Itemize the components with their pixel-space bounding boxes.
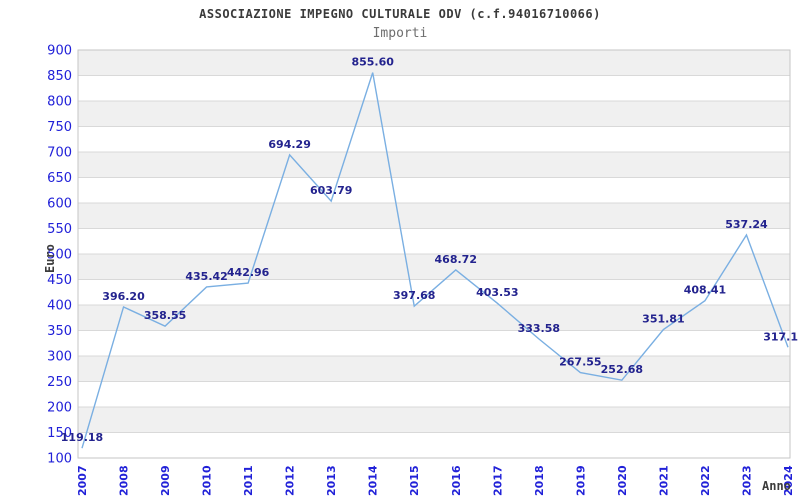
y-tick-label: 200 bbox=[47, 401, 72, 416]
plot-band bbox=[78, 126, 790, 152]
y-tick-label: 850 bbox=[47, 69, 72, 84]
plot-band bbox=[78, 305, 790, 331]
value-label: 403.53 bbox=[476, 286, 518, 299]
plot-band bbox=[78, 50, 790, 76]
plot-band bbox=[78, 75, 790, 101]
y-tick-label: 450 bbox=[47, 273, 72, 288]
value-label: 537.24 bbox=[725, 218, 768, 231]
chart-subtitle: Importi bbox=[372, 26, 428, 41]
trend-line bbox=[81, 72, 789, 449]
x-tick-label: 2010 bbox=[201, 465, 214, 496]
x-tick-label: 2015 bbox=[408, 465, 421, 496]
value-label: 603.79 bbox=[310, 184, 352, 197]
plot-border bbox=[77, 49, 791, 459]
x-tick-label: 2017 bbox=[491, 465, 504, 496]
value-label: 396.20 bbox=[102, 290, 145, 303]
y-tick-label: 550 bbox=[47, 222, 72, 237]
chart-title: ASSOCIAZIONE IMPEGNO CULTURALE ODV (c.f.… bbox=[199, 7, 601, 21]
value-label: 252.68 bbox=[601, 363, 643, 376]
y-tick-label: 400 bbox=[47, 299, 72, 314]
x-tick-label: 2023 bbox=[740, 465, 753, 496]
y-tick-label: 100 bbox=[47, 452, 72, 467]
y-tick-label: 700 bbox=[47, 146, 72, 161]
plot-band bbox=[78, 203, 790, 229]
plot-band bbox=[78, 407, 790, 433]
value-label: 351.81 bbox=[642, 313, 684, 326]
x-tick-label: 2019 bbox=[574, 465, 587, 496]
y-tick-label: 750 bbox=[47, 120, 72, 135]
value-label: 317.1 bbox=[763, 330, 798, 343]
y-tick-label: 900 bbox=[47, 44, 72, 59]
plot-band bbox=[78, 254, 790, 280]
x-tick-label: 2020 bbox=[616, 465, 629, 496]
x-tick-label: 2013 bbox=[325, 465, 338, 496]
y-tick-label: 250 bbox=[47, 375, 72, 390]
x-tick-label: 2024 bbox=[782, 465, 795, 496]
y-tick-label: 350 bbox=[47, 324, 72, 339]
plot-band bbox=[78, 356, 790, 382]
value-label: 435.42 bbox=[185, 270, 227, 283]
value-label: 119.18 bbox=[61, 431, 103, 444]
plot-band bbox=[78, 101, 790, 127]
value-label: 408.41 bbox=[684, 284, 726, 297]
y-tick-label: 650 bbox=[47, 171, 72, 186]
plot-band bbox=[78, 330, 790, 356]
plot-band bbox=[78, 152, 790, 178]
x-tick-label: 2022 bbox=[699, 465, 712, 496]
x-tick-label: 2016 bbox=[450, 465, 463, 496]
x-tick-label: 2012 bbox=[284, 465, 297, 496]
plot-band bbox=[78, 177, 790, 203]
x-tick-label: 2007 bbox=[76, 465, 89, 496]
x-axis-title: Anno bbox=[762, 479, 791, 493]
x-tick-label: 2011 bbox=[242, 465, 255, 496]
x-tick-label: 2021 bbox=[657, 465, 670, 496]
x-tick-label: 2009 bbox=[159, 465, 172, 496]
value-label: 397.68 bbox=[393, 289, 435, 302]
y-tick-label: 300 bbox=[47, 350, 72, 365]
x-tick-label: 2018 bbox=[533, 465, 546, 496]
y-tick-label: 150 bbox=[47, 426, 72, 441]
plot-band bbox=[78, 279, 790, 305]
value-label: 267.55 bbox=[559, 356, 601, 369]
y-tick-label: 500 bbox=[47, 248, 72, 263]
y-tick-label: 600 bbox=[47, 197, 72, 212]
plot-band bbox=[78, 228, 790, 254]
plot-band bbox=[78, 381, 790, 407]
x-tick-label: 2008 bbox=[118, 465, 131, 496]
value-label: 694.29 bbox=[268, 138, 310, 151]
y-tick-label: 800 bbox=[47, 95, 72, 110]
x-tick-label: 2014 bbox=[367, 465, 380, 496]
value-label: 333.58 bbox=[518, 322, 560, 335]
y-axis-title: Euro bbox=[43, 244, 57, 273]
value-label: 855.60 bbox=[351, 56, 394, 69]
value-label: 468.72 bbox=[435, 253, 477, 266]
value-label: 358.55 bbox=[144, 309, 186, 322]
plot-band bbox=[78, 432, 790, 458]
value-label: 442.96 bbox=[227, 266, 270, 279]
